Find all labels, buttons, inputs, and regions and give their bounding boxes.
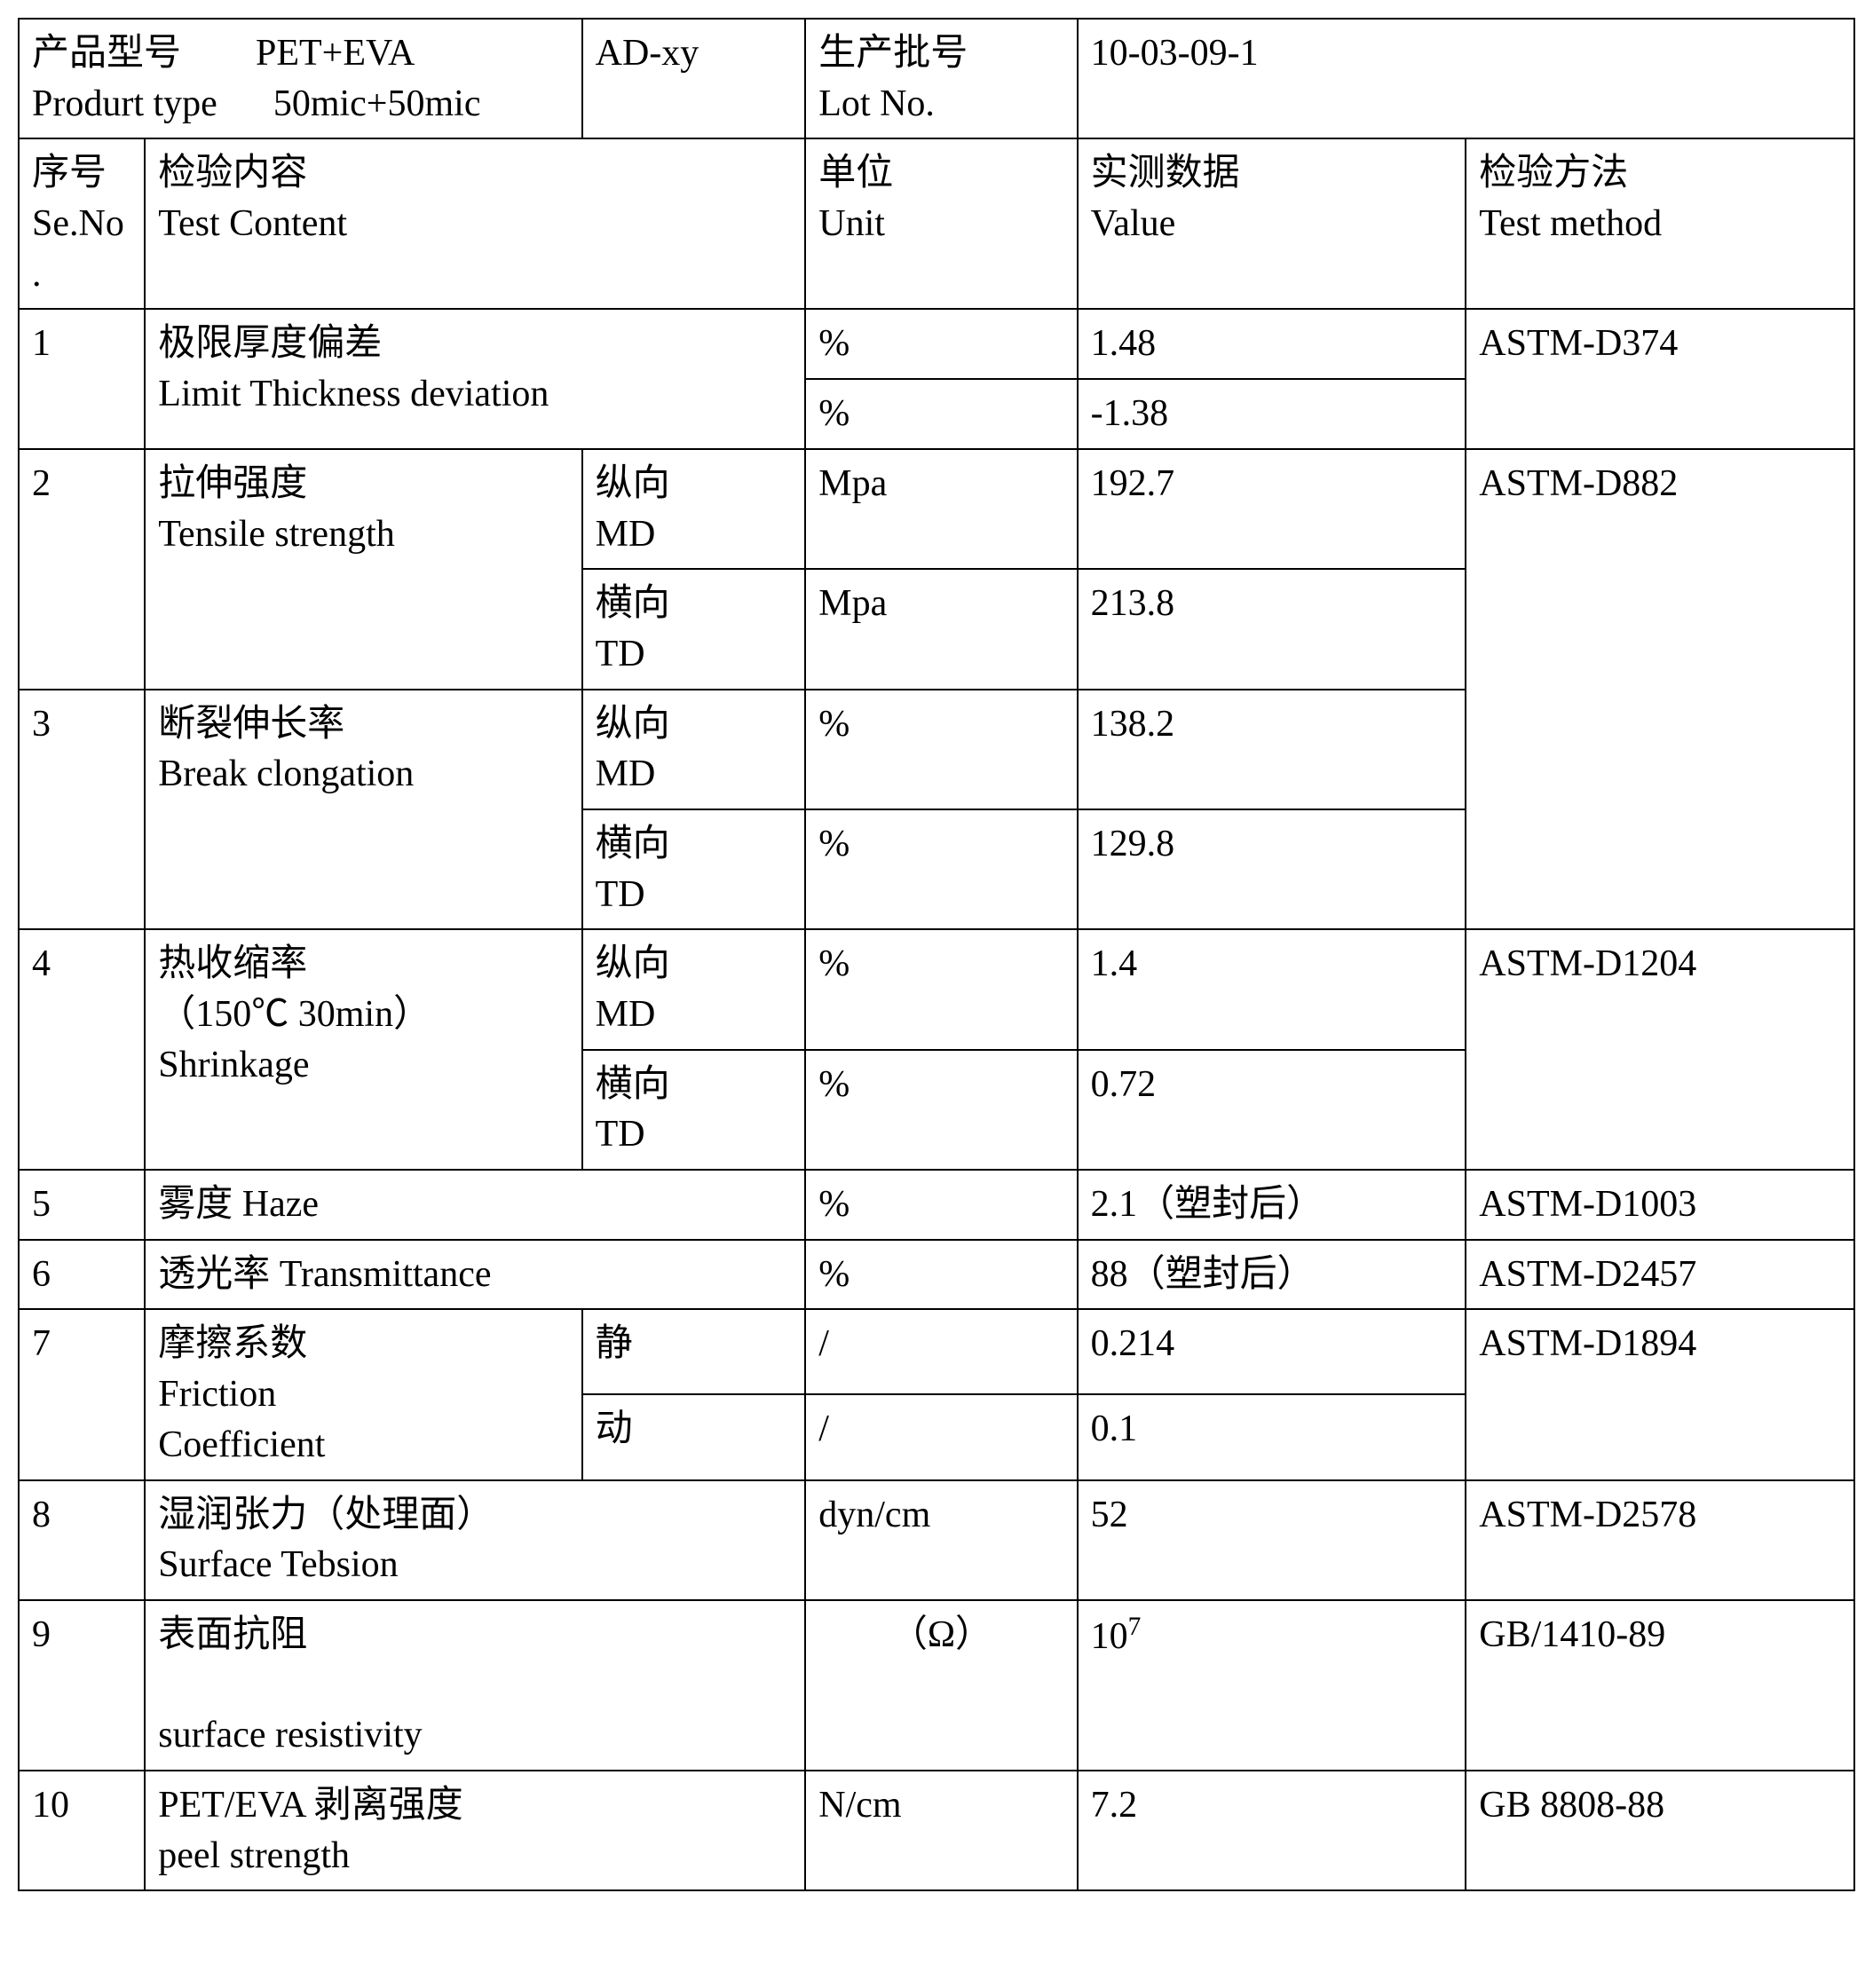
value: 107 [1078,1600,1466,1771]
unit: N/cm [805,1771,1077,1890]
unit: % [805,929,1077,1049]
direction: 纵向 MD [582,690,806,809]
test-report-table: 产品型号 PET+EVA Produrt type 50mic+50mic AD… [18,18,1855,1891]
method: ASTM-D2578 [1466,1480,1854,1600]
unit: % [805,379,1077,449]
seno: 1 [19,309,145,448]
test-content: 透光率 Transmittance [145,1240,805,1310]
seno: 6 [19,1240,145,1310]
test-content: PET/EVA 剥离强度 peel strength [145,1771,805,1890]
table-row: 6 透光率 Transmittance % 88（塑封后） ASTM-D2457 [19,1240,1854,1310]
unit: % [805,1240,1077,1310]
unit: Mpa [805,569,1077,689]
value: 1.4 [1078,929,1466,1049]
unit: / [805,1394,1077,1479]
seno: 4 [19,929,145,1170]
value: 0.72 [1078,1050,1466,1170]
value: 88（塑封后） [1078,1240,1466,1310]
value: 2.1（塑封后） [1078,1170,1466,1240]
ad-cell: AD-xy [582,19,806,138]
header-row: 产品型号 PET+EVA Produrt type 50mic+50mic AD… [19,19,1854,138]
product-type-value-l2: 50mic+50mic [273,83,481,124]
column-header-row: 序号 Se.No. 检验内容 Test Content 单位 Unit 实测数据… [19,138,1854,309]
test-content: 热收缩率 （150℃ 30min） Shrinkage [145,929,581,1170]
method: ASTM-D1003 [1466,1170,1854,1240]
lot-label-cell: 生产批号 Lot No. [805,19,1077,138]
value: 129.8 [1078,809,1466,929]
direction: 横向 TD [582,809,806,929]
unit: % [805,690,1077,809]
table-row: 10 PET/EVA 剥离强度 peel strength N/cm 7.2 G… [19,1771,1854,1890]
test-content: 断裂伸长率 Break clongation [145,690,581,930]
test-content: 极限厚度偏差 Limit Thickness deviation [145,309,805,448]
seno: 7 [19,1309,145,1479]
method: ASTM-D1204 [1466,929,1854,1170]
value: -1.38 [1078,379,1466,449]
test-content: 雾度 Haze [145,1170,805,1240]
product-type-cell: 产品型号 PET+EVA Produrt type 50mic+50mic [19,19,582,138]
lot-value-cell: 10-03-09-1 [1078,19,1854,138]
unit: % [805,1050,1077,1170]
unit: % [805,1170,1077,1240]
col-unit: 单位 Unit [805,138,1077,309]
direction: 纵向 MD [582,929,806,1049]
method: ASTM-D882 [1466,449,1854,930]
unit: dyn/cm [805,1480,1077,1600]
direction: 纵向 MD [582,449,806,569]
col-method: 检验方法 Test method [1466,138,1854,309]
unit: % [805,309,1077,379]
test-content: 拉伸强度 Tensile strength [145,449,581,690]
value: 192.7 [1078,449,1466,569]
table-row: 1 极限厚度偏差 Limit Thickness deviation % 1.4… [19,309,1854,379]
value: 1.48 [1078,309,1466,379]
table-row: 2 拉伸强度 Tensile strength 纵向 MD Mpa 192.7 … [19,449,1854,569]
test-content: 表面抗阻 surface resistivity [145,1600,805,1771]
seno: 2 [19,449,145,690]
value: 52 [1078,1480,1466,1600]
unit: / [805,1309,1077,1394]
unit: Mpa [805,449,1077,569]
product-type-label-en: Produrt type [32,83,217,124]
seno: 9 [19,1600,145,1771]
col-value: 实测数据 Value [1078,138,1466,309]
table-row: 9 表面抗阻 surface resistivity （Ω） 107 GB/14… [19,1600,1854,1771]
method: GB/1410-89 [1466,1600,1854,1771]
product-type-value-l1: PET+EVA [256,33,415,74]
seno: 10 [19,1771,145,1890]
col-test: 检验内容 Test Content [145,138,805,309]
direction: 横向 TD [582,1050,806,1170]
col-seno: 序号 Se.No. [19,138,145,309]
seno: 5 [19,1170,145,1240]
table-row: 5 雾度 Haze % 2.1（塑封后） ASTM-D1003 [19,1170,1854,1240]
direction: 横向 TD [582,569,806,689]
table-row: 4 热收缩率 （150℃ 30min） Shrinkage 纵向 MD % 1.… [19,929,1854,1049]
unit: % [805,809,1077,929]
direction: 动 [582,1394,806,1479]
test-content: 摩擦系数 Friction Coefficient [145,1309,581,1479]
value: 0.1 [1078,1394,1466,1479]
table-row: 8 湿润张力（处理面） Surface Tebsion dyn/cm 52 AS… [19,1480,1854,1600]
seno: 8 [19,1480,145,1600]
product-type-label-cn: 产品型号 [32,33,181,74]
value: 0.214 [1078,1309,1466,1394]
seno: 3 [19,690,145,930]
method: ASTM-D1894 [1466,1309,1854,1479]
value: 213.8 [1078,569,1466,689]
direction: 静 [582,1309,806,1394]
value: 7.2 [1078,1771,1466,1890]
test-content: 湿润张力（处理面） Surface Tebsion [145,1480,805,1600]
table-row: 7 摩擦系数 Friction Coefficient 静 / 0.214 AS… [19,1309,1854,1394]
method: GB 8808-88 [1466,1771,1854,1890]
value: 138.2 [1078,690,1466,809]
unit: （Ω） [805,1600,1077,1771]
method: ASTM-D2457 [1466,1240,1854,1310]
method: ASTM-D374 [1466,309,1854,448]
